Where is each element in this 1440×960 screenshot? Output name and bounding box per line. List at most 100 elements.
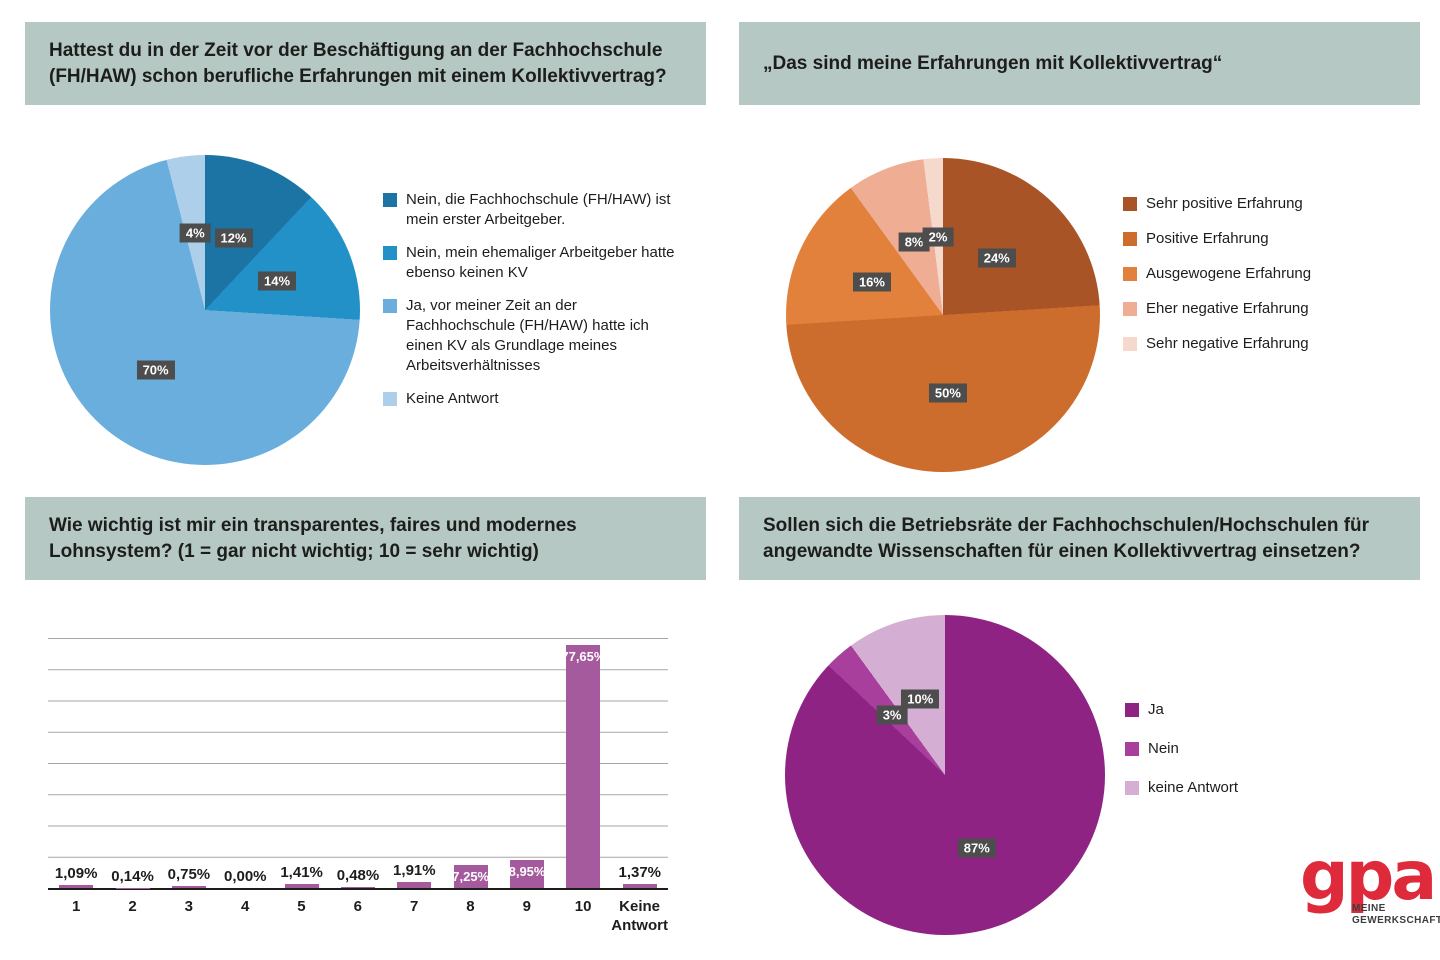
legend-kv-experience-quality: Sehr positive Erfahrung Positive Erfahrun… xyxy=(1123,194,1423,354)
legend-swatch-icon xyxy=(1125,703,1139,717)
pie-chart-prior-kv-experience: 12% 14% 70% 4% xyxy=(50,155,360,465)
bar-cell: 0,75% xyxy=(161,638,217,888)
bar-cell: 0,14% xyxy=(104,638,160,888)
legend-item: Nein, die Fachhochschule (FH/HAW) ist me… xyxy=(383,190,685,230)
legend-swatch-icon xyxy=(1123,267,1137,281)
bar-value-label: 77,65% xyxy=(561,649,606,665)
gpa-logo-claim: MEINE GEWERKSCHAFT xyxy=(1352,903,1440,927)
legend-label: Nein xyxy=(1148,740,1179,757)
legend-item: Ja, vor meiner Zeit an der Fachhochschul… xyxy=(383,296,685,376)
x-axis-label: Keine Antwort xyxy=(611,898,668,934)
pie-chart-kv-experience-quality: 24% 50% 16% 8% 2% xyxy=(786,158,1100,472)
bar-value-label: 0,00% xyxy=(223,868,267,885)
gpa-logo: gpa MEINE GEWERKSCHAFT xyxy=(1300,837,1440,938)
legend-swatch-icon xyxy=(1123,197,1137,211)
bar xyxy=(340,886,375,888)
pie-slice-label: 12% xyxy=(214,228,253,248)
x-axis-label: 3 xyxy=(184,898,193,915)
bar-value-label: 8,95% xyxy=(508,864,546,880)
pie-chart-betriebsraete-kv: 87% 3% 10% xyxy=(785,615,1105,935)
bar-value-label: 1,41% xyxy=(280,863,323,881)
bar-value-label: 1,09% xyxy=(54,864,98,882)
x-axis-label: 1 xyxy=(71,898,81,915)
bar-cell: 1,91% xyxy=(386,638,442,888)
bar xyxy=(453,865,488,888)
x-axis-label: 7 xyxy=(409,898,419,915)
legend-item: Nein xyxy=(1125,739,1425,759)
bar-cell: 1,37% xyxy=(612,638,668,888)
legend-item: keine Antwort xyxy=(1125,778,1425,798)
legend-swatch-icon xyxy=(1123,232,1137,246)
legend-item: Nein, mein ehemaliger Arbeitgeber hatte … xyxy=(383,243,685,283)
pie-slice-label: 8% xyxy=(898,232,930,252)
pie-slice-label: 10% xyxy=(901,689,940,709)
pie-slice-label: 2% xyxy=(922,227,954,247)
bar-chart-x-axis: 1 2 3 4 5 6 7 8 9 10 Keine Antwort xyxy=(48,897,668,935)
bar-cell: 0,48% xyxy=(330,638,386,888)
legend-swatch-icon xyxy=(383,246,397,260)
bar-value-label: 0,75% xyxy=(167,865,211,883)
bar-value-label: 1,91% xyxy=(393,862,436,880)
chart-title-text: „Das sind meine Erfahrungen mit Kollekti… xyxy=(763,52,1223,74)
legend-swatch-icon xyxy=(383,299,397,313)
chart-title-lohnsystem-importance: Wie wichtig ist mir ein transparentes, f… xyxy=(25,497,706,580)
legend-item: Keine Antwort xyxy=(383,389,685,409)
legend-label: Nein, mein ehemaliger Arbeitgeber hatte … xyxy=(406,244,675,281)
bar-cell: 0,00% xyxy=(217,638,273,888)
legend-betriebsraete-kv: Ja Nein keine Antwort xyxy=(1125,700,1425,798)
legend-item: Ja xyxy=(1125,700,1425,720)
legend-swatch-icon xyxy=(1123,337,1137,351)
x-axis-label: 2 xyxy=(128,898,137,915)
bar-chart-lohnsystem-plot: 1,09% 0,14% 0,75% 0,00% 1,41% 0,48% 1,91% 7,25%… xyxy=(48,638,668,890)
bar-cell: 8,95% xyxy=(499,638,555,888)
chart-title-prior-kv-experience: Hattest du in der Zeit vor der Beschäfti… xyxy=(25,22,706,105)
bar-cell: 1,09% xyxy=(48,638,104,888)
legend-label: Positive Erfahrung xyxy=(1146,230,1269,247)
legend-swatch-icon xyxy=(383,392,397,406)
legend-item: Eher negative Erfahrung xyxy=(1123,299,1423,319)
gpa-logo-claim-line2: GEWERKSCHAFT xyxy=(1352,915,1440,926)
bar-value-label: 0,48% xyxy=(336,866,380,884)
legend-item: Ausgewogene Erfahrung xyxy=(1123,264,1423,284)
pie-slice-label: 70% xyxy=(136,360,175,380)
chart-title-text: Wie wichtig ist mir ein transparentes, f… xyxy=(49,514,577,562)
pie-slice-label: 4% xyxy=(179,223,211,243)
x-axis-label: 8 xyxy=(466,898,475,915)
bar-value-label: 1,37% xyxy=(618,863,662,881)
bar xyxy=(510,860,545,888)
chart-title-betriebsraete-kv: Sollen sich die Betriebsräte der Fachhoc… xyxy=(739,497,1420,580)
legend-label: Eher negative Erfahrung xyxy=(1146,300,1309,317)
x-axis-label: 5 xyxy=(297,898,306,915)
legend-label: Nein, die Fachhochschule (FH/HAW) ist me… xyxy=(406,191,671,228)
chart-title-text: Hattest du in der Zeit vor der Beschäfti… xyxy=(49,39,667,87)
bar xyxy=(59,884,94,888)
legend-item: Sehr negative Erfahrung xyxy=(1123,334,1423,354)
bar-value-label: 7,25% xyxy=(452,869,490,885)
pie-slice-label: 50% xyxy=(928,383,967,403)
bar xyxy=(397,882,432,888)
x-axis-label: 4 xyxy=(240,898,250,915)
chart-title-kv-experience-quote: „Das sind meine Erfahrungen mit Kollekti… xyxy=(739,22,1420,105)
legend-swatch-icon xyxy=(1125,781,1139,795)
gpa-logo-wordmark: gpa xyxy=(1300,837,1437,916)
bar xyxy=(171,885,206,888)
legend-swatch-icon xyxy=(1125,742,1139,756)
legend-label: Ja xyxy=(1148,701,1164,718)
pie-slice-label: 87% xyxy=(957,838,996,858)
x-axis-label: 10 xyxy=(574,898,592,915)
bar xyxy=(566,645,601,888)
bar-value-label: 0,14% xyxy=(111,867,154,885)
legend-label: Ja, vor meiner Zeit an der Fachhochschul… xyxy=(406,297,649,374)
legend-item: Sehr positive Erfahrung xyxy=(1123,194,1423,214)
pie-slice-label: 14% xyxy=(258,271,297,291)
gpa-logo-claim-line1: MEINE xyxy=(1352,903,1386,914)
pie-slice-label: 24% xyxy=(977,248,1016,268)
legend-swatch-icon xyxy=(383,193,397,207)
x-axis-label: 6 xyxy=(353,898,362,915)
chart-title-text: Sollen sich die Betriebsräte der Fachhoc… xyxy=(763,514,1370,562)
bar-cell: 7,25% xyxy=(443,638,499,888)
legend-item: Positive Erfahrung xyxy=(1123,229,1423,249)
legend-swatch-icon xyxy=(1123,302,1137,316)
legend-label: Sehr negative Erfahrung xyxy=(1146,335,1309,352)
